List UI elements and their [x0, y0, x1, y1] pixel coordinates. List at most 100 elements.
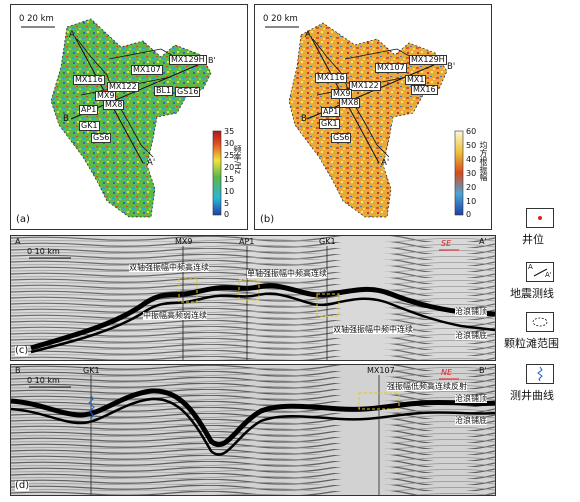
panel-label-b: (b): [260, 214, 275, 225]
cb-tick: 5: [224, 199, 230, 208]
well-label: MX8: [339, 98, 361, 108]
legend-line-end: A: [528, 263, 533, 271]
panel-c-seismic-section-aa: A A' 0 10 km SE MX9 AP1 GK1 双轴强振幅中频高连续 单…: [10, 235, 496, 361]
well-label: MX107: [375, 63, 407, 73]
well-label: BL1: [154, 86, 174, 96]
colorbar-a: [212, 130, 222, 216]
well-label: GS6: [91, 133, 112, 143]
well-label: GK1: [319, 119, 340, 129]
panel-label-a: (a): [16, 214, 30, 225]
cb-tick: 20: [466, 183, 477, 192]
cb-tick: 15: [224, 175, 235, 184]
log-curve-icon: [537, 366, 543, 382]
legend-well-symbol: [526, 208, 554, 228]
cb-tick: 30: [466, 169, 477, 178]
colorbar-title-a: 频率/Hz: [233, 145, 242, 174]
cb-tick: 60: [466, 127, 477, 136]
well-label-gk1: GK1: [83, 366, 100, 375]
cb-tick: 25: [224, 151, 235, 160]
legend-line-end: A': [545, 271, 552, 279]
bank-box: [316, 293, 340, 317]
line-end-label: B: [301, 114, 307, 124]
legend-bank-symbol: [526, 312, 554, 332]
panel-a-frequency-map: 0 20 km (a) 频率/Hz 35 30 25 20 15 10 5 0 …: [10, 4, 248, 230]
panel-label-d: (d): [15, 480, 30, 491]
well-log-curve: [88, 394, 95, 420]
line-end-b: B: [15, 366, 21, 375]
well-label: MX116: [315, 73, 347, 83]
annotation: 强振幅低频高连续反射: [387, 382, 467, 391]
legend: 井位 A A' 地震测线 颗粒滩范围 测井曲线: [500, 0, 580, 502]
well-label: MX116: [73, 75, 105, 85]
line-end-b-prime: B': [479, 366, 487, 375]
panel-label-c: (c): [15, 345, 29, 356]
scale-label-b: 0 20 km: [263, 14, 298, 24]
line-end-label: A': [381, 158, 390, 168]
well-label: MX16: [411, 85, 438, 95]
bank-box: [178, 277, 198, 303]
well-label: MX122: [349, 81, 381, 91]
well-label: AP1: [321, 107, 341, 117]
frequency-map: [21, 18, 222, 218]
well-label: MX129H: [169, 55, 207, 65]
horizon-label: 沧浪铺顶: [455, 307, 487, 316]
seismic-line-icon: [533, 268, 548, 277]
scale-label-d: 0 10 km: [27, 376, 60, 385]
rms-amplitude-map: [265, 22, 464, 218]
well-label-mx107: MX107: [367, 366, 395, 375]
cb-tick: 40: [466, 155, 477, 164]
horizon-label: 沧浪铺底: [455, 416, 487, 425]
annotation: 单轴强振幅中频高连续: [247, 269, 327, 278]
legend-seismic-line-symbol: A A': [526, 262, 554, 282]
colorbar-title-b: 均方根振幅: [479, 141, 488, 181]
well-label-mx9: MX9: [175, 237, 193, 246]
horizon-top-c: [30, 283, 495, 351]
horizon-label: 沧浪铺顶: [455, 394, 487, 403]
panel-b-rms-amplitude-map: 0 20 km (b) 均方根振幅 60 50 40 30 20 10 0 A …: [254, 4, 492, 230]
cb-tick: 10: [224, 187, 235, 196]
horizon-base-d: [11, 397, 495, 456]
cb-tick: 10: [466, 197, 477, 206]
horizon-base-c: [30, 292, 495, 354]
bank-box: [358, 392, 400, 410]
horizon-label: 沧浪铺底: [455, 331, 487, 340]
legend-label-well: 井位: [522, 233, 544, 246]
cb-tick: 0: [224, 210, 230, 219]
survey-area-b: [288, 22, 448, 218]
well-label: B': [208, 56, 216, 65]
legend-label-log: 测井曲线: [510, 389, 554, 402]
well-label: MX8: [103, 100, 125, 110]
well-label: MX107: [131, 65, 163, 75]
survey-area-a: [50, 18, 212, 218]
cb-tick: 0: [466, 210, 472, 219]
bank-outline-icon: [532, 317, 548, 327]
well-label: GS16: [175, 87, 201, 97]
cb-tick: 35: [224, 127, 235, 136]
line-end-label: B: [63, 114, 69, 124]
well-label: GK1: [79, 121, 100, 131]
legend-log-symbol: [526, 364, 554, 384]
line-end-label: B': [447, 62, 456, 72]
compass-c: SE: [441, 239, 452, 248]
compass-d: NE: [441, 368, 453, 377]
line-end-label: A: [69, 30, 75, 40]
well-label: GS6: [331, 133, 352, 143]
well-dot-icon: [538, 216, 542, 220]
colorbar-b: [454, 130, 464, 216]
cb-tick: 20: [224, 163, 235, 172]
line-end-label: A': [147, 158, 156, 168]
line-end-a-prime: A': [479, 237, 487, 246]
annotation: 双轴强振幅中频中连续: [333, 325, 413, 334]
well-label: MX122: [107, 82, 139, 92]
panel-d-seismic-section-bb: B B' 0 10 km NE GK1 MX107 强振幅低频高连续反射 沧浪铺…: [10, 364, 496, 496]
seismic-section-aa: [11, 236, 495, 360]
well-label: AP1: [79, 105, 99, 115]
well-label-ap1: AP1: [239, 237, 255, 246]
cb-tick: 30: [224, 139, 235, 148]
cb-tick: 50: [466, 141, 477, 150]
line-end-label: A: [305, 30, 311, 40]
legend-label-bank: 颗粒滩范围: [504, 337, 559, 350]
line-end-a: A: [15, 237, 21, 246]
annotation: 中振幅高频弱连续: [143, 311, 207, 320]
legend-label-seismic-line: 地震测线: [510, 287, 554, 300]
